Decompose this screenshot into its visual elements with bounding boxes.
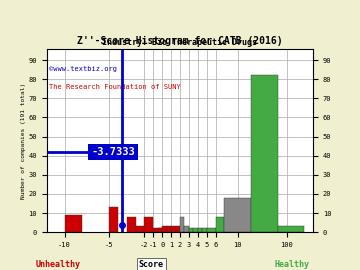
Title: Z''-Score Histogram for CATB (2016): Z''-Score Histogram for CATB (2016) <box>77 36 283 46</box>
Bar <box>189 228 193 232</box>
Bar <box>180 217 184 232</box>
Bar <box>162 227 167 232</box>
Text: Industry: Bio Therapeutic Drugs: Industry: Bio Therapeutic Drugs <box>103 38 257 47</box>
Text: Score: Score <box>139 260 164 269</box>
Bar <box>278 227 304 232</box>
Text: -3.7333: -3.7333 <box>91 147 135 157</box>
Y-axis label: Number of companies (191 total): Number of companies (191 total) <box>21 82 26 198</box>
Text: Unhealthy: Unhealthy <box>36 260 81 269</box>
Text: The Research Foundation of SUNY: The Research Foundation of SUNY <box>49 84 181 90</box>
Bar <box>251 75 278 232</box>
Bar <box>167 227 171 232</box>
Bar <box>198 228 202 232</box>
Bar <box>193 228 198 232</box>
Bar <box>144 217 153 232</box>
Bar <box>136 227 144 232</box>
Bar <box>184 227 189 232</box>
Bar <box>202 228 207 232</box>
Bar <box>176 227 180 232</box>
Bar <box>207 228 216 232</box>
Text: Healthy: Healthy <box>275 260 310 269</box>
Bar <box>171 227 176 232</box>
Text: ©www.textbiz.org: ©www.textbiz.org <box>49 66 117 72</box>
Bar <box>153 228 162 232</box>
Bar <box>64 215 82 232</box>
Bar <box>216 217 224 232</box>
Bar <box>127 217 136 232</box>
Bar <box>109 207 118 232</box>
Bar <box>158 228 162 232</box>
Bar <box>224 198 251 232</box>
